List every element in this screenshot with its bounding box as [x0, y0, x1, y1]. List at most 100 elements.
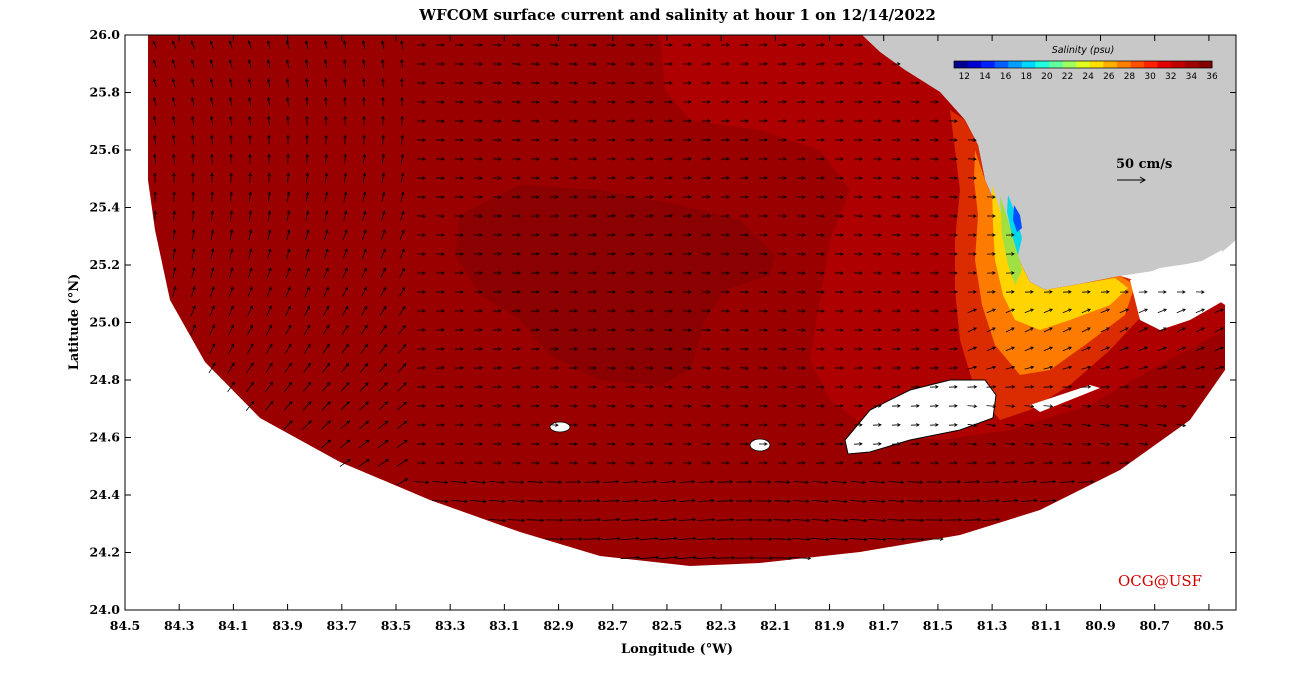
current-vector-head — [498, 404, 502, 408]
current-vector-head — [859, 176, 863, 180]
current-vector-head — [745, 119, 749, 123]
colorbar-tick-label: 20 — [1041, 72, 1053, 82]
current-vector-head — [954, 176, 958, 180]
current-vector-head — [422, 404, 426, 408]
current-vector-head — [342, 40, 347, 45]
current-vector-head — [192, 324, 196, 328]
current-vector-head — [266, 59, 271, 64]
current-vector-head — [1106, 385, 1111, 389]
current-vector-head — [343, 96, 347, 101]
current-vector-head — [973, 138, 977, 142]
current-vector-head — [859, 138, 863, 142]
current-vector — [286, 229, 290, 241]
current-vector — [284, 382, 292, 392]
current-vector-head — [954, 328, 958, 332]
current-vector — [267, 40, 271, 50]
current-vector — [229, 229, 233, 241]
current-vector-head — [802, 195, 806, 199]
current-vector — [322, 344, 330, 354]
current-vector-head — [1030, 290, 1034, 294]
current-vector-head — [517, 366, 521, 370]
current-vector-head — [1068, 442, 1073, 446]
current-vector — [191, 267, 195, 279]
current-vector-head — [764, 195, 768, 199]
current-vector — [362, 211, 366, 221]
current-vector — [268, 116, 270, 126]
current-vector-head — [574, 62, 578, 66]
lon-tick-label: 81.3 — [977, 618, 1007, 633]
current-vector-head — [249, 305, 253, 310]
current-vector — [1043, 405, 1053, 407]
current-vector-head — [840, 309, 844, 313]
current-vector-head — [650, 119, 654, 123]
current-vector — [378, 382, 388, 392]
current-vector-head — [365, 382, 369, 386]
current-vector-head — [650, 62, 654, 66]
current-vector-head — [1106, 365, 1111, 370]
current-vector-head — [617, 536, 621, 541]
current-vector-head — [172, 248, 177, 252]
current-vector-head — [897, 252, 901, 256]
current-vector — [305, 41, 309, 49]
current-vector-head — [805, 480, 810, 485]
current-vector-head — [498, 461, 502, 465]
current-vector-head — [821, 290, 825, 294]
current-vector-head — [992, 195, 996, 199]
current-vector-head — [612, 442, 616, 446]
current-vector — [1195, 327, 1205, 333]
current-vector-head — [802, 81, 806, 85]
current-vector — [812, 500, 828, 502]
current-vector-head — [650, 347, 654, 351]
current-vector-head — [688, 423, 692, 427]
current-vector-head — [726, 138, 730, 142]
current-vector — [341, 363, 349, 373]
current-vector — [696, 557, 716, 559]
current-vector-head — [555, 404, 559, 408]
current-vector — [324, 211, 328, 221]
current-vector-head — [1144, 385, 1149, 389]
current-vector-head — [825, 518, 830, 523]
current-vector-head — [305, 191, 310, 196]
current-vector-head — [326, 343, 330, 348]
colorbar-tick-label: 24 — [1082, 72, 1094, 82]
current-vector-head — [498, 176, 502, 180]
current-vector-head — [688, 100, 692, 104]
current-vector-head — [712, 536, 716, 541]
current-vector-head — [363, 210, 367, 215]
current-vector-head — [840, 214, 844, 218]
current-vector-head — [840, 62, 844, 66]
current-vector-head — [1049, 404, 1054, 408]
current-vector-head — [916, 290, 920, 294]
current-vector — [249, 173, 251, 183]
current-vector — [640, 518, 658, 522]
current-vector-head — [992, 461, 997, 465]
current-vector-head — [555, 423, 559, 427]
current-vector-head — [897, 461, 901, 465]
current-vector — [527, 500, 543, 502]
current-vector-head — [536, 271, 540, 275]
current-vector — [305, 229, 309, 241]
current-vector-head — [285, 40, 290, 45]
current-vector-head — [764, 100, 768, 104]
current-vector — [210, 59, 214, 69]
current-vector-head — [921, 537, 925, 542]
current-vector — [247, 286, 253, 298]
current-vector-head — [821, 176, 825, 180]
current-vector-head — [650, 328, 654, 332]
lon-tick-label: 83.7 — [327, 618, 357, 633]
current-vector — [377, 440, 389, 448]
current-vector-head — [288, 381, 293, 386]
current-vector-head — [764, 138, 768, 142]
credit-label: OCG@USF — [1118, 572, 1202, 590]
current-vector-head — [783, 366, 787, 370]
current-vector-head — [422, 81, 426, 85]
current-vector-head — [306, 305, 310, 310]
current-vector — [1081, 423, 1091, 427]
colorbar-swatch — [1157, 61, 1172, 68]
current-vector-head — [498, 195, 502, 199]
current-vector-head — [821, 157, 825, 161]
current-vector — [986, 462, 996, 464]
current-vector — [286, 78, 290, 88]
current-vector-head — [783, 290, 787, 294]
current-vector — [1176, 308, 1186, 314]
